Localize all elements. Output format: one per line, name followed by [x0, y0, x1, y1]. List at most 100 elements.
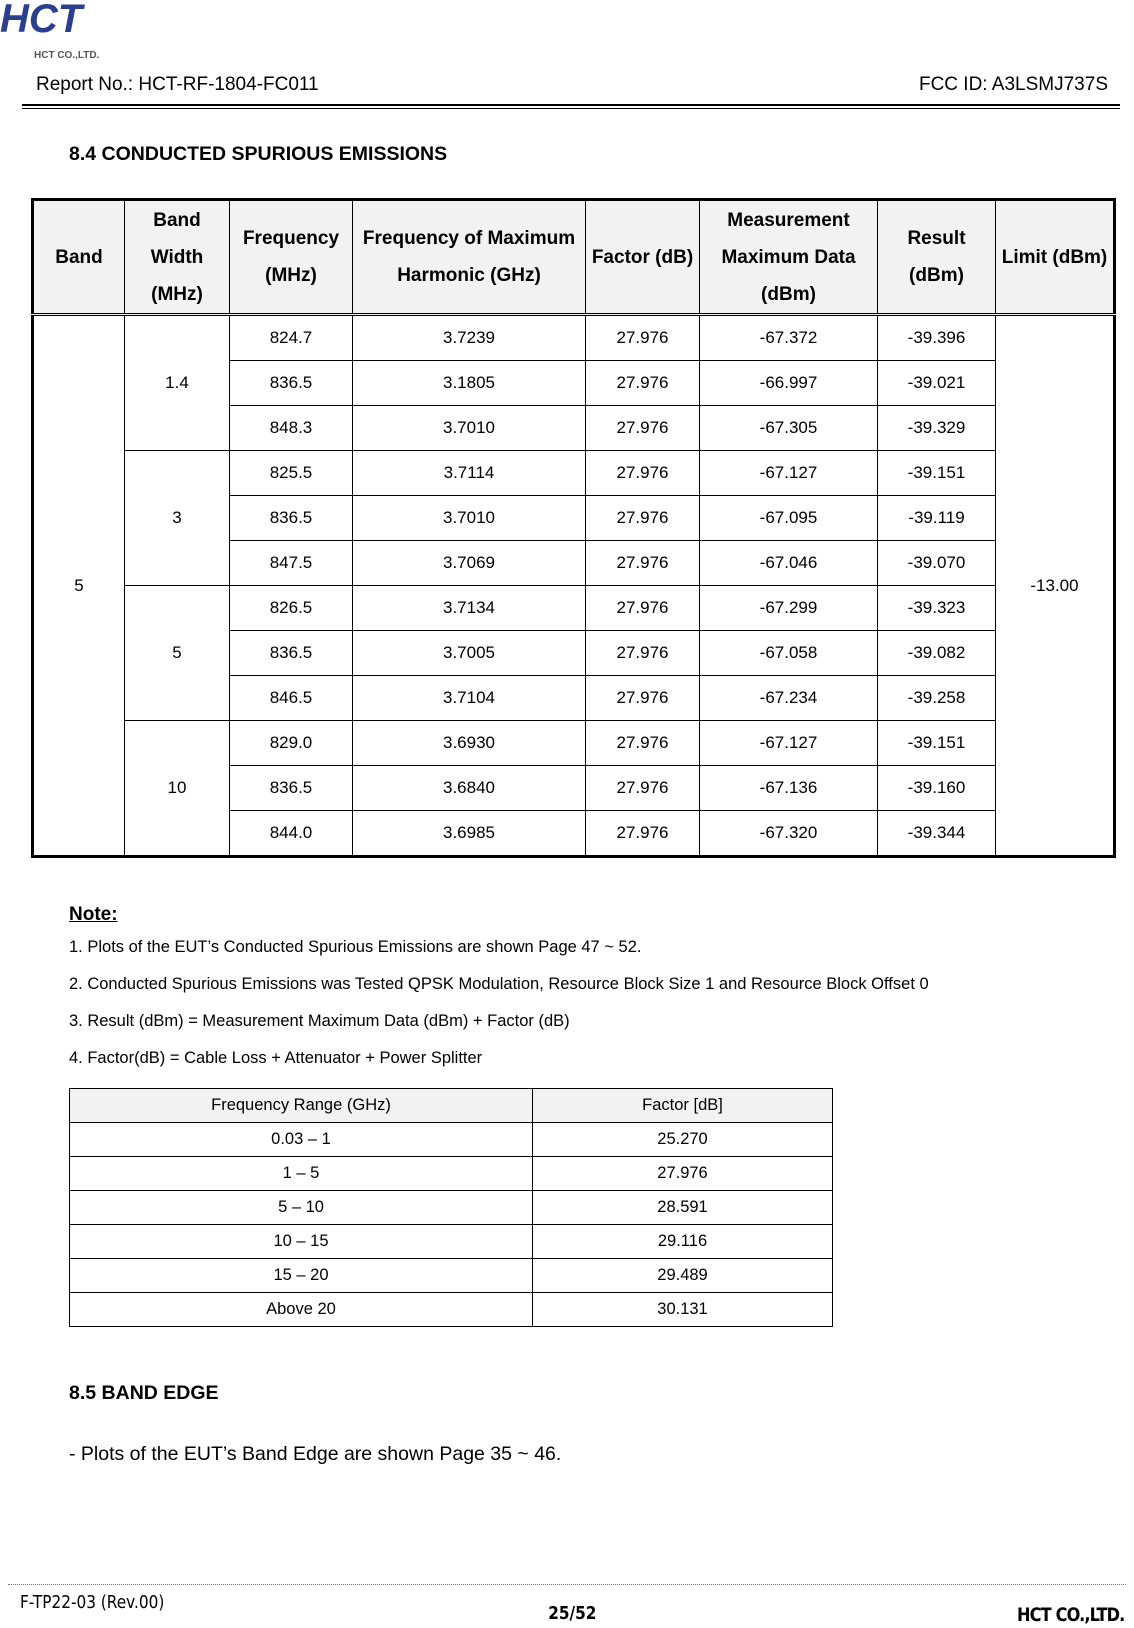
table-row: 836.5 3.7005 27.976 -67.058 -39.082: [33, 630, 1115, 676]
data-cell: 0.03 – 1: [69, 1122, 533, 1157]
factor-table: Frequency Range (GHz) Factor [dB] 0.03 – 1…: [69, 1088, 833, 1327]
data-cell: -67.320: [699, 810, 878, 857]
data-cell: -67.136: [699, 765, 878, 811]
note-line: 2. Conducted Spurious Emissions was Test…: [69, 975, 929, 993]
data-cell: 27.976: [585, 540, 700, 586]
data-cell: 836.5: [229, 495, 353, 541]
table-row: 847.5 3.7069 27.976 -67.046 -39.070: [33, 540, 1115, 586]
data-cell: 27.976: [585, 630, 700, 676]
data-cell: 27.976: [585, 405, 700, 451]
note-line: 3. Result (dBm) = Measurement Maximum Da…: [69, 1012, 570, 1030]
column-header: Band: [32, 199, 125, 316]
data-cell: 1 – 5: [69, 1156, 533, 1191]
column-header: Frequency Range (GHz): [69, 1088, 533, 1123]
data-cell: -66.997: [699, 360, 878, 406]
data-cell: 3.6930: [352, 720, 586, 766]
data-cell: 848.3: [229, 405, 353, 451]
data-cell: -67.046: [699, 540, 878, 586]
data-cell: 10 – 15: [69, 1224, 533, 1259]
data-cell: 3.7010: [352, 495, 586, 541]
report-number: Report No.: HCT-RF-1804-FC011: [36, 74, 319, 95]
table-row: 1 – 5 27.976: [69, 1156, 833, 1191]
column-header: Measurement Maximum Data (dBm): [699, 199, 878, 316]
table-row: 0.03 – 1 25.270: [69, 1122, 833, 1157]
table-header-row: Frequency Range (GHz) Factor [dB]: [69, 1088, 833, 1123]
table-row: Above 20 30.131: [69, 1292, 833, 1327]
table-row: 5 1.4 824.7 3.7239 27.976 -67.372 -39.396 -13.0…: [32, 314, 1115, 857]
section-title: 8.4 CONDUCTED SPURIOUS EMISSIONS: [69, 143, 448, 165]
data-cell: -39.396: [877, 314, 996, 361]
column-header: Factor (dB): [585, 199, 700, 316]
data-cell: -67.127: [699, 450, 878, 496]
svg-text:HCT: HCT: [0, 0, 86, 41]
data-cell: -39.151: [877, 450, 996, 496]
data-cell: -39.323: [877, 585, 996, 631]
form-number: F-TP22-03 (Rev.00): [20, 1592, 165, 1613]
data-cell: 25.270: [532, 1122, 833, 1157]
data-cell: -39.258: [877, 675, 996, 721]
data-cell: 3.7069: [352, 540, 586, 586]
band-cell: 5: [32, 314, 125, 857]
table-row: 5 826.5 3.7134 27.976 -67.299 -39.323: [33, 585, 1115, 721]
header-divider: [22, 108, 1120, 109]
data-cell: -39.151: [877, 720, 996, 766]
header-divider: [22, 104, 1120, 106]
note-line: 1. Plots of the EUT’s Conducted Spurious…: [69, 938, 642, 956]
data-cell: 826.5: [229, 585, 353, 631]
data-cell: 28.591: [532, 1190, 833, 1225]
column-header: Frequency of Maximum Harmonic (GHz): [352, 199, 586, 316]
limit-cell: -13.00: [995, 314, 1115, 857]
data-cell: 3.7239: [352, 314, 586, 361]
data-cell: 825.5: [229, 450, 353, 496]
table-row: 5 – 10 28.591: [69, 1190, 833, 1225]
data-cell: 3.7114: [352, 450, 586, 496]
data-cell: 15 – 20: [69, 1258, 533, 1293]
data-cell: 27.976: [585, 810, 700, 857]
data-cell: 846.5: [229, 675, 353, 721]
data-cell: -39.344: [877, 810, 996, 857]
column-header: Result (dBm): [877, 199, 996, 316]
svg-text:HCT CO.,LTD.: HCT CO.,LTD.: [34, 50, 100, 61]
band-edge-text: - Plots of the EUT’s Band Edge are shown…: [69, 1443, 562, 1465]
data-cell: 3.1805: [352, 360, 586, 406]
data-cell: 824.7: [229, 314, 353, 361]
table-row: 10 – 15 29.116: [69, 1224, 833, 1259]
data-cell: -67.234: [699, 675, 878, 721]
data-cell: -39.160: [877, 765, 996, 811]
data-cell: 27.976: [532, 1156, 833, 1191]
bandwidth-cell: 3: [124, 450, 230, 586]
data-cell: 27.976: [585, 450, 700, 496]
column-header: Band Width (MHz): [124, 199, 230, 316]
data-cell: 30.131: [532, 1292, 833, 1327]
data-cell: Above 20: [69, 1292, 533, 1327]
section-title: 8.5 BAND EDGE: [69, 1382, 219, 1404]
data-cell: -39.021: [877, 360, 996, 406]
data-cell: 27.976: [585, 360, 700, 406]
data-cell: 836.5: [229, 765, 353, 811]
data-cell: 27.976: [585, 675, 700, 721]
table-row: 846.5 3.7104 27.976 -67.234 -39.258: [33, 675, 1115, 721]
data-cell: 844.0: [229, 810, 353, 857]
footer-divider: [8, 1584, 1126, 1585]
notes-title: Note:: [69, 904, 118, 925]
data-cell: 5 – 10: [69, 1190, 533, 1225]
data-cell: -67.299: [699, 585, 878, 631]
note-line: 4. Factor(dB) = Cable Loss + Attenuator …: [69, 1049, 483, 1067]
data-cell: 27.976: [585, 585, 700, 631]
table-row: 10 829.0 3.6930 27.976 -67.127 -39.151: [33, 720, 1115, 857]
page-number: 25/52: [548, 1603, 597, 1624]
data-cell: 29.489: [532, 1258, 833, 1293]
data-cell: -39.329: [877, 405, 996, 451]
data-cell: 27.976: [585, 720, 700, 766]
table-row: 836.5 3.1805 27.976 -66.997 -39.021: [33, 360, 1115, 406]
data-cell: 3.7005: [352, 630, 586, 676]
data-cell: -39.119: [877, 495, 996, 541]
table-row: 844.0 3.6985 27.976 -67.320 -39.344: [33, 810, 1115, 857]
data-cell: -67.095: [699, 495, 878, 541]
data-cell: -67.372: [699, 314, 878, 361]
data-cell: 27.976: [585, 495, 700, 541]
data-cell: 3.7010: [352, 405, 586, 451]
bandwidth-cell: 10: [124, 720, 230, 857]
data-cell: -39.070: [877, 540, 996, 586]
